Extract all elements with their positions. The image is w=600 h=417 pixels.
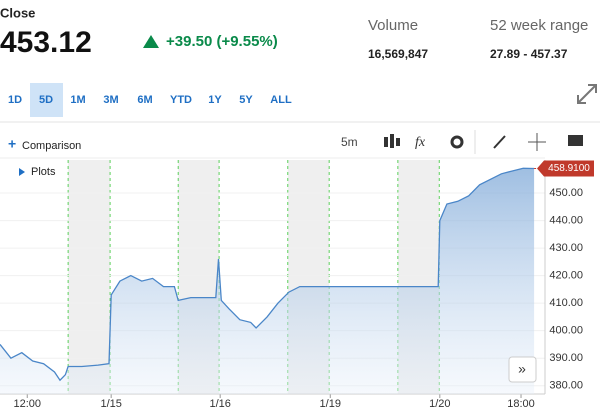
comparison-button[interactable]: Comparison (22, 140, 81, 152)
stat-value: 16,569,847 (368, 47, 428, 61)
price-area (0, 168, 535, 394)
x-tick-label: 1/20 (429, 398, 450, 410)
y-tick-label: 410.00 (549, 297, 583, 309)
y-tick-label: 420.00 (549, 270, 583, 282)
y-tick-label: 440.00 (549, 214, 583, 226)
interval-button[interactable]: 5m (341, 135, 358, 149)
range-button[interactable]: 5Y (239, 94, 253, 106)
candle-icon[interactable] (384, 134, 400, 148)
stat-label: 52 week range (490, 17, 588, 34)
range-button[interactable]: YTD (170, 94, 192, 106)
stat-label: Volume (368, 17, 418, 34)
plots-arrow (19, 168, 25, 176)
current-price-tag (537, 160, 594, 177)
y-tick-label: 400.00 (549, 325, 583, 337)
expand-icon[interactable] (577, 84, 597, 104)
plus-icon: + (8, 136, 16, 152)
range-button[interactable]: 6M (137, 94, 152, 106)
closed-period (68, 160, 111, 394)
range-button[interactable]: 3M (103, 94, 118, 106)
range-buttons: 1D 5D 1M 3M 6M YTD 1Y 5Y ALL (8, 94, 292, 106)
settings-icon[interactable] (450, 135, 464, 149)
range-button[interactable]: ALL (270, 94, 292, 106)
comment-icon[interactable] (568, 135, 583, 146)
y-tick-label: 430.00 (549, 242, 583, 254)
y-tick-label: 390.00 (549, 352, 583, 364)
scroll-button[interactable] (508, 356, 537, 383)
x-tick-label: 1/15 (100, 398, 121, 410)
price-line (0, 167, 535, 382)
y-tick-label: 380.00 (549, 380, 583, 392)
close-price: 453.12 (0, 26, 92, 59)
plot-area: 380.00 390.00 400.00 410.00 420.00 430.00 440.… (0, 160, 594, 410)
range-button[interactable]: 1D (8, 94, 22, 106)
draw-icon[interactable] (493, 135, 506, 149)
scroll-icon: » (518, 361, 526, 377)
range-button[interactable]: 1M (70, 94, 85, 106)
x-tick-label: 1/19 (320, 398, 341, 410)
range-button[interactable]: 5D (39, 94, 53, 106)
price-change: +39.50 (+9.55%) (166, 33, 278, 50)
active-range-bg (30, 83, 63, 117)
current-price-label: 458.9100 (548, 163, 590, 174)
plots-button[interactable]: Plots (31, 166, 56, 178)
x-tick-label: 12:00 (13, 398, 41, 410)
stat-value: 27.89 - 457.37 (490, 47, 568, 61)
study-icon[interactable]: fx (415, 135, 426, 150)
crosshair-icon[interactable] (528, 133, 546, 151)
y-tick-label: 450.00 (549, 187, 583, 199)
x-tick-label: 18:00 (507, 398, 535, 410)
up-arrow (143, 35, 159, 48)
close-label: Close (0, 5, 35, 20)
x-tick-label: 1/16 (209, 398, 230, 410)
range-button[interactable]: 1Y (208, 94, 222, 106)
